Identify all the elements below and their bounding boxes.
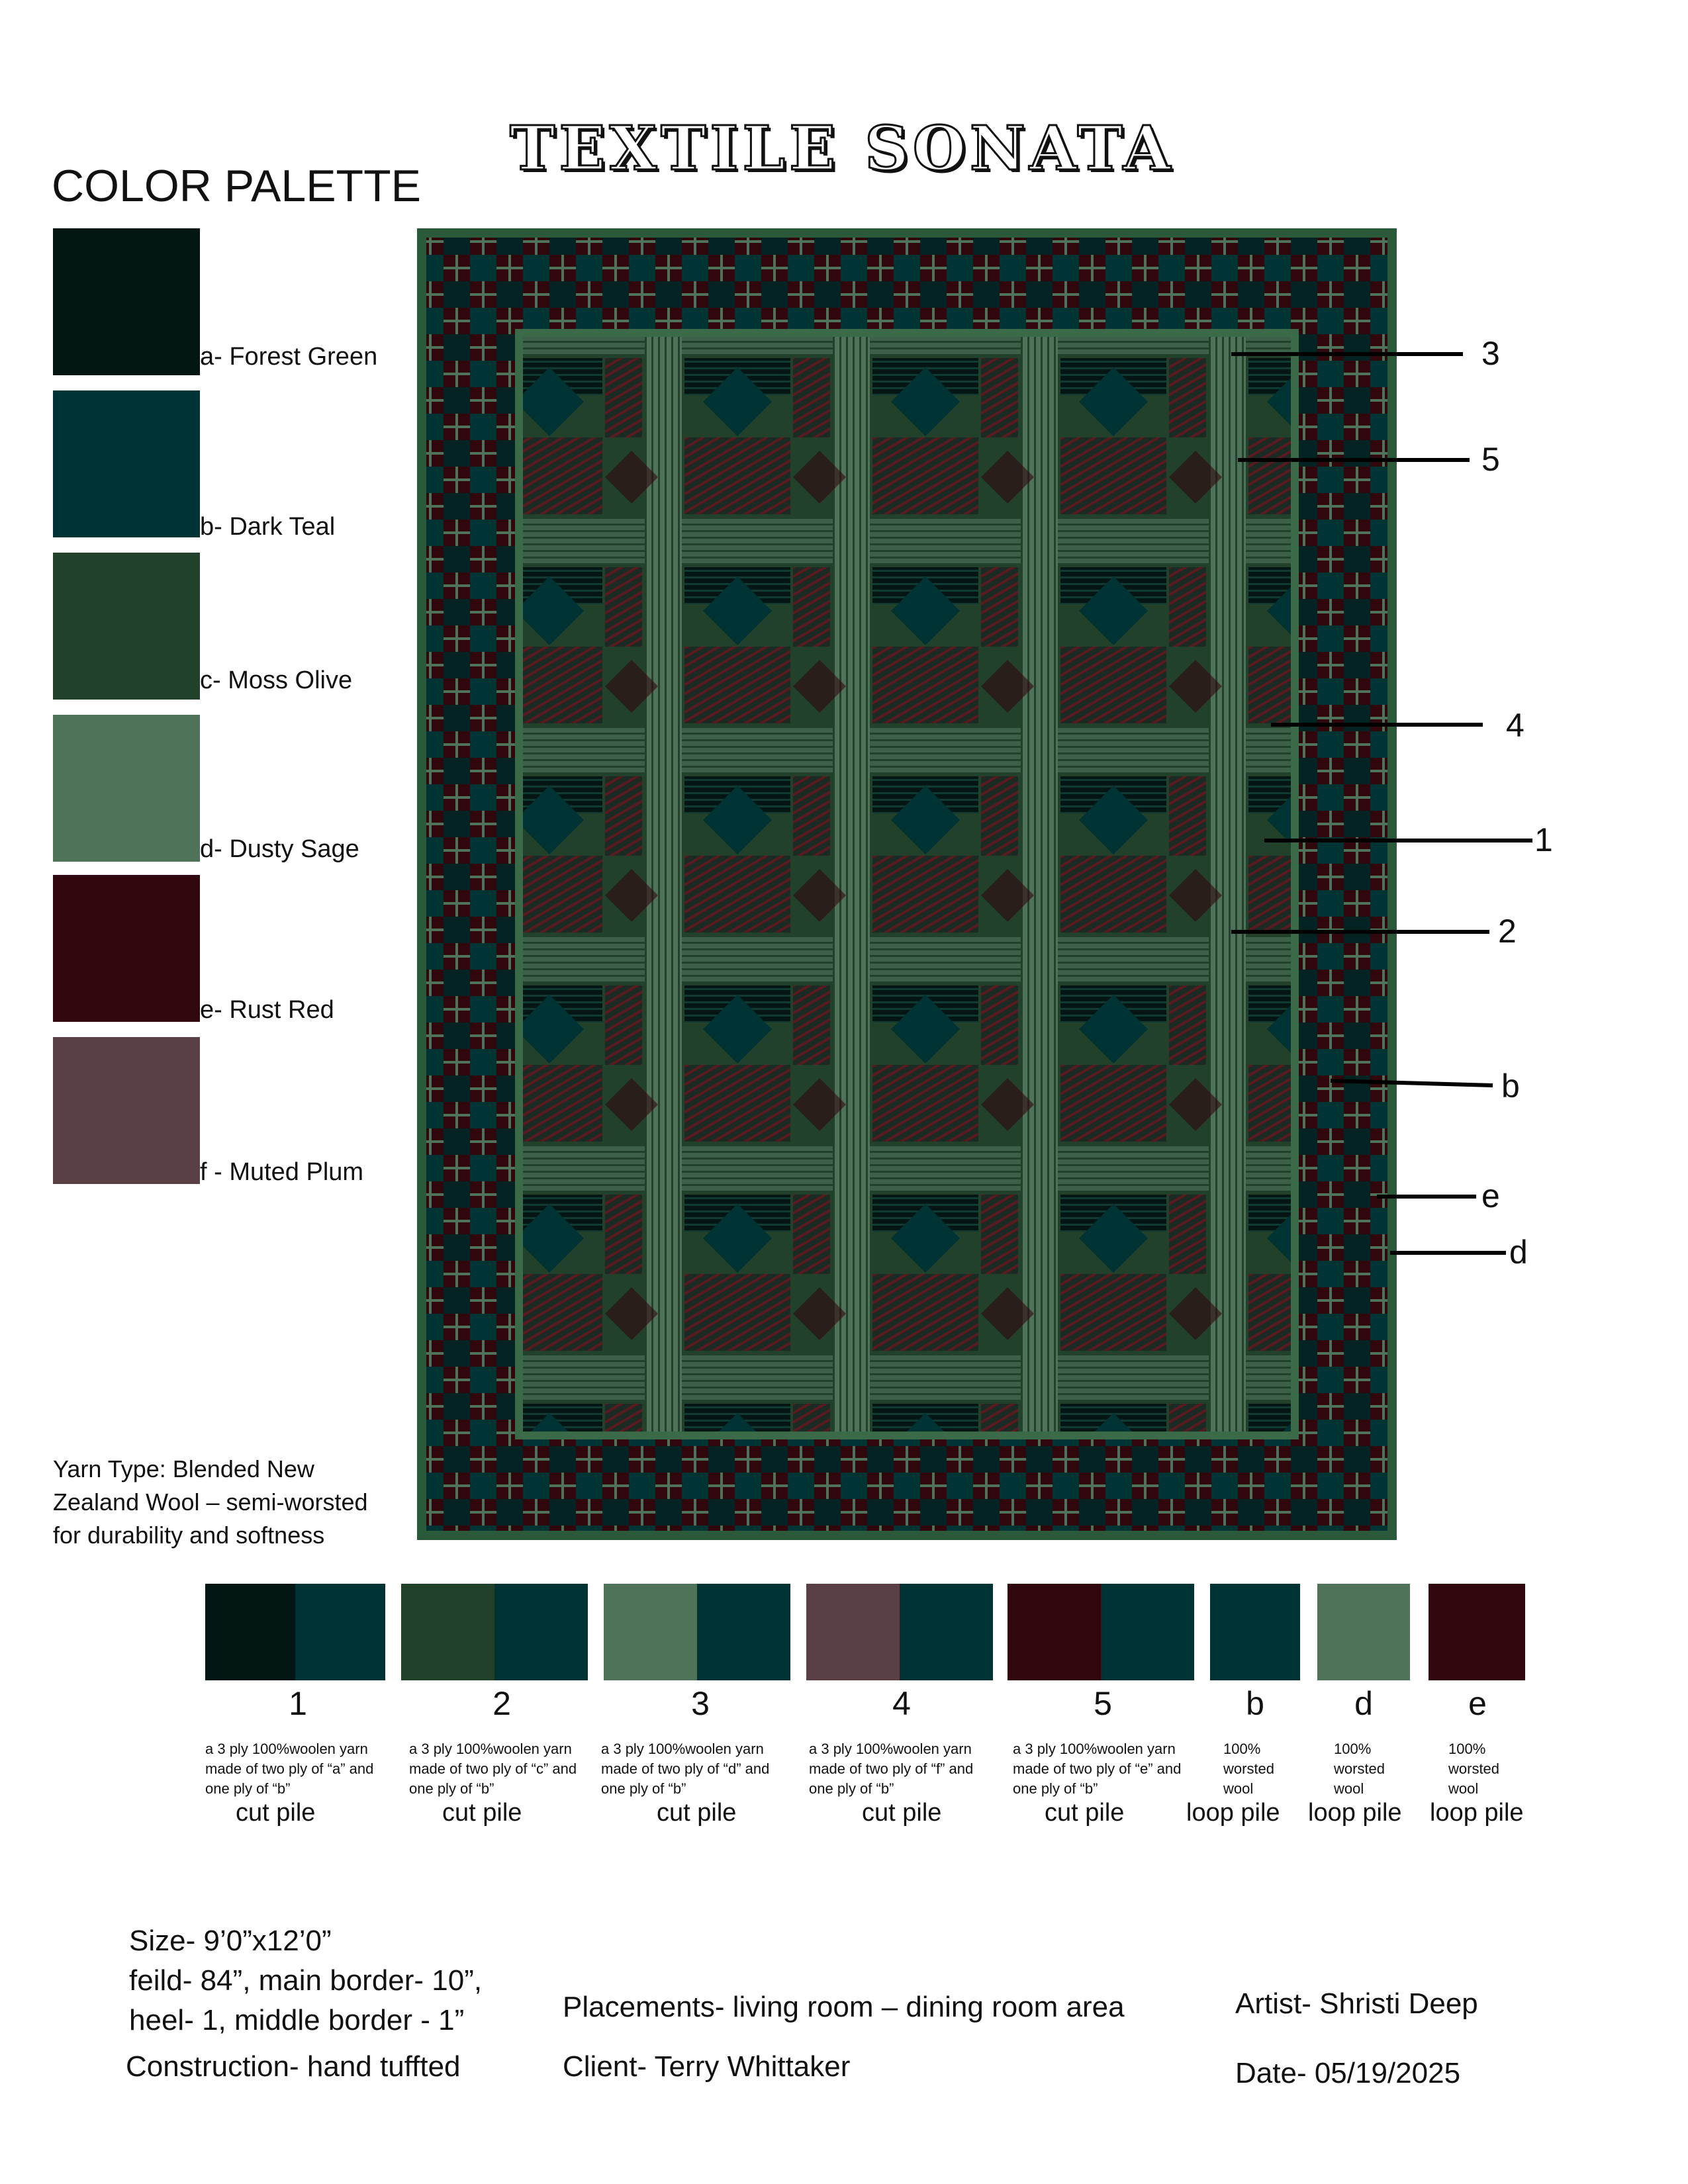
yarn-chip-e — [1429, 1584, 1525, 1680]
yarn-pile-e: loop pile — [1430, 1799, 1524, 1827]
yarn-label-e: e — [1468, 1685, 1487, 1722]
yarn-chip-d — [1317, 1584, 1410, 1680]
yarn-label-2: 2 — [492, 1685, 511, 1722]
swatch-f — [53, 1037, 200, 1184]
swatch-e — [53, 875, 200, 1022]
yarn-pile-2: cut pile — [442, 1799, 522, 1827]
spec-field: feild- 84”, main border- 10”, — [129, 1964, 483, 1997]
yarn-chip-1 — [205, 1584, 385, 1680]
yarn-label-1: 1 — [289, 1685, 307, 1722]
yarn-desc-3: a 3 ply 100%woolen yarn made of two ply … — [601, 1741, 770, 1797]
spec-placements: Placements- living room – dining room ar… — [563, 1991, 1125, 2023]
yarn-chip-2 — [401, 1584, 588, 1680]
yarn-label-d: d — [1354, 1685, 1373, 1722]
yarn-label-4: 4 — [892, 1685, 911, 1722]
callout-5: 5 — [1481, 441, 1500, 478]
callout-1: 1 — [1534, 821, 1553, 858]
rug-design — [417, 228, 1397, 1540]
yarn-label-3: 3 — [691, 1685, 710, 1722]
yarn-label-5: 5 — [1094, 1685, 1112, 1722]
swatch-label-c: c- Moss Olive — [200, 666, 353, 694]
yarn-chip-5 — [1008, 1584, 1194, 1680]
spec-size: Size- 9’0”x12’0” — [129, 1925, 332, 1957]
spec-artist: Artist- Shristi Deep — [1235, 1987, 1478, 2020]
swatch-label-a: a- Forest Green — [200, 343, 378, 371]
page-title: TEXTILE SONATA — [508, 112, 1175, 185]
callout-2: 2 — [1498, 913, 1517, 950]
swatch-label-b: b- Dark Teal — [200, 513, 336, 541]
yarn-chip-4 — [806, 1584, 993, 1680]
yarn-desc-4: a 3 ply 100%woolen yarn made of two ply … — [809, 1741, 974, 1797]
swatch-c — [53, 553, 200, 700]
yarn-pile-5: cut pile — [1045, 1799, 1125, 1827]
yarn-desc-b: 100% worsted wool — [1223, 1741, 1275, 1797]
spec-construction: Construction- hand tuffted — [126, 2050, 461, 2083]
yarn-desc-d: 100% worsted wool — [1334, 1741, 1385, 1797]
yarn-desc-1: a 3 ply 100%woolen yarn made of two ply … — [205, 1741, 374, 1797]
callout-b: b — [1501, 1068, 1520, 1105]
spec-client: Client- Terry Whittaker — [563, 2050, 851, 2083]
yarn-pile-b: loop pile — [1186, 1799, 1280, 1827]
yarn-chip-3 — [604, 1584, 790, 1680]
yarn-pile-4: cut pile — [862, 1799, 942, 1827]
swatch-b — [53, 390, 200, 537]
swatch-label-d: d- Dusty Sage — [200, 835, 359, 863]
swatch-label-f: f - Muted Plum — [200, 1158, 364, 1186]
yarn-desc-e: 100% worsted wool — [1448, 1741, 1500, 1797]
spec-heel: heel- 1, middle border - 1” — [129, 2004, 465, 2036]
callout-d: d — [1509, 1234, 1528, 1271]
yarn-pile-d: loop pile — [1308, 1799, 1402, 1827]
palette-heading: COLOR PALETTE — [52, 161, 421, 211]
spec-date: Date- 05/19/2025 — [1235, 2057, 1461, 2089]
yarn-type-note: Yarn Type: Blended New Zealand Wool – se… — [53, 1455, 368, 1549]
callout-e: e — [1481, 1177, 1500, 1214]
yarn-desc-5: a 3 ply 100%woolen yarn made of two ply … — [1013, 1741, 1182, 1797]
swatch-a — [53, 228, 200, 375]
yarn-label-b: b — [1246, 1685, 1264, 1722]
yarn-desc-2: a 3 ply 100%woolen yarn made of two ply … — [409, 1741, 577, 1797]
callout-3: 3 — [1481, 335, 1500, 372]
yarn-chip-b — [1210, 1584, 1300, 1680]
yarn-pile-3: cut pile — [657, 1799, 737, 1827]
swatch-d — [53, 715, 200, 862]
swatch-label-e: e- Rust Red — [200, 996, 334, 1024]
callout-4: 4 — [1506, 707, 1524, 744]
yarn-pile-1: cut pile — [236, 1799, 316, 1827]
